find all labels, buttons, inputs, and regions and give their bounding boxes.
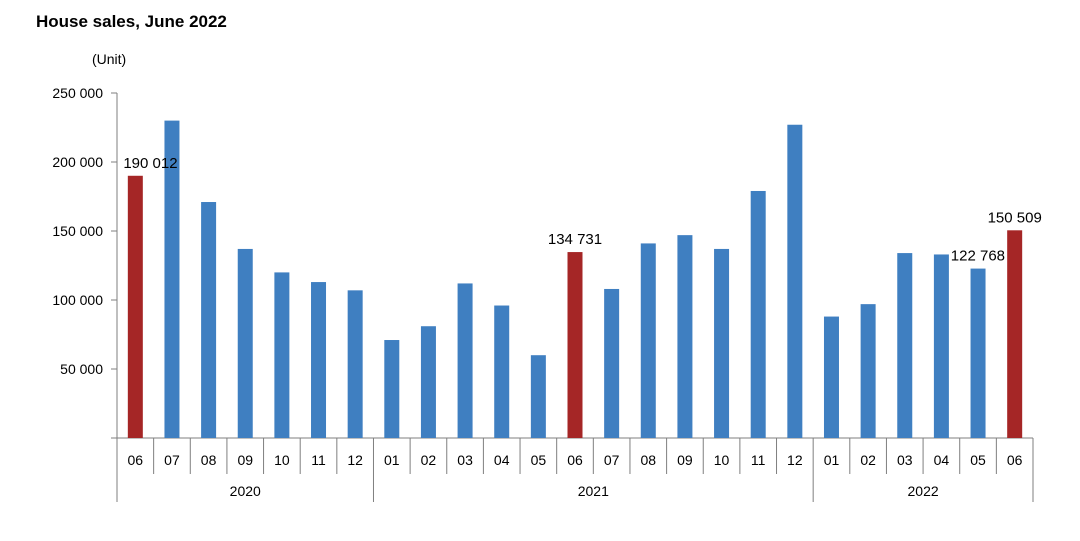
bar bbox=[897, 253, 913, 438]
bar bbox=[640, 243, 656, 438]
x-tick-label: 03 bbox=[457, 452, 473, 468]
year-group-label: 2020 bbox=[230, 483, 261, 499]
x-tick-label: 12 bbox=[787, 452, 803, 468]
data-label: 134 731 bbox=[548, 231, 602, 248]
data-label: 190 012 bbox=[123, 155, 177, 172]
chart-title: House sales, June 2022 bbox=[36, 12, 227, 31]
x-tick-label: 12 bbox=[347, 452, 363, 468]
bar bbox=[164, 120, 180, 438]
bar bbox=[1007, 230, 1023, 438]
bar bbox=[970, 268, 986, 438]
data-labels: 190 012 134 731 122 768 150 509 bbox=[123, 155, 1041, 265]
x-tick-label: 06 bbox=[128, 452, 144, 468]
bar bbox=[237, 248, 253, 438]
bar bbox=[201, 202, 217, 438]
bar bbox=[530, 355, 546, 438]
x-tick-label: 11 bbox=[751, 452, 766, 468]
y-tick-label: 50 000 bbox=[60, 361, 103, 377]
y-tick-label: 150 000 bbox=[52, 223, 103, 239]
x-tick-label: 10 bbox=[714, 452, 730, 468]
y-axis-unit-label: (Unit) bbox=[92, 51, 126, 67]
bar bbox=[604, 288, 620, 438]
x-tick-label: 08 bbox=[201, 452, 217, 468]
x-tick-label: 03 bbox=[897, 452, 913, 468]
x-tick-label: 08 bbox=[640, 452, 656, 468]
bar bbox=[384, 340, 400, 438]
x-tick-label: 07 bbox=[164, 452, 180, 468]
x-tick-label: 02 bbox=[421, 452, 437, 468]
x-tick-label: 11 bbox=[311, 452, 326, 468]
bar bbox=[677, 235, 693, 438]
x-axis-year-groups: 2020 2021 2022 bbox=[116, 474, 1034, 502]
bar bbox=[860, 304, 876, 438]
data-label: 150 509 bbox=[988, 209, 1042, 226]
x-tick-label: 05 bbox=[970, 452, 986, 468]
bar bbox=[750, 190, 766, 438]
bar bbox=[420, 326, 436, 438]
bar bbox=[494, 305, 510, 438]
bar bbox=[714, 248, 730, 438]
y-tick-label: 200 000 bbox=[52, 154, 103, 170]
year-group-label: 2022 bbox=[908, 483, 939, 499]
x-axis-categories: 06 07 08 09 10 11 12 01 02 03 04 05 06 07 08 09 10 11 12 01… bbox=[116, 438, 1034, 474]
x-tick-label: 07 bbox=[604, 452, 620, 468]
bar bbox=[567, 252, 583, 438]
x-tick-label: 06 bbox=[567, 452, 583, 468]
y-axis-ticks: 50 000 100 000 150 000 200 000 250 000 bbox=[52, 85, 117, 377]
x-tick-label: 09 bbox=[237, 452, 253, 468]
bar bbox=[274, 272, 290, 438]
x-tick-label: 01 bbox=[824, 452, 840, 468]
x-tick-label: 10 bbox=[274, 452, 290, 468]
x-tick-label: 02 bbox=[860, 452, 876, 468]
x-tick-label: 09 bbox=[677, 452, 693, 468]
y-tick-label: 100 000 bbox=[52, 292, 103, 308]
bars bbox=[127, 120, 1023, 439]
x-tick-label: 06 bbox=[1007, 452, 1023, 468]
bar bbox=[311, 282, 327, 438]
bar bbox=[457, 283, 473, 438]
bar bbox=[127, 175, 143, 438]
x-tick-label: 01 bbox=[384, 452, 400, 468]
bar bbox=[787, 124, 803, 439]
x-tick-label: 05 bbox=[531, 452, 547, 468]
x-tick-label: 04 bbox=[934, 452, 950, 468]
year-group-label: 2021 bbox=[578, 483, 609, 499]
bar bbox=[347, 290, 363, 438]
data-label: 122 768 bbox=[951, 248, 1005, 265]
bar bbox=[933, 254, 949, 438]
y-tick-label: 250 000 bbox=[52, 85, 103, 101]
x-tick-label: 04 bbox=[494, 452, 510, 468]
bar bbox=[823, 316, 839, 438]
